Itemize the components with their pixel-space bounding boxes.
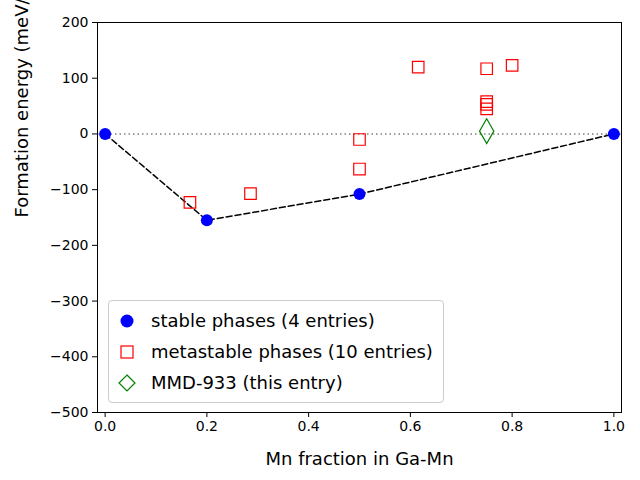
svg-text:100: 100 <box>62 70 89 86</box>
svg-text:Formation energy (meV/atom): Formation energy (meV/atom) <box>11 0 32 218</box>
svg-text:0.8: 0.8 <box>501 418 523 434</box>
html-text:MMD-933 (this entry): MMD-933 (this entry) <box>151 372 343 393</box>
svg-text:−100: −100 <box>50 181 88 197</box>
svg-text:0.2: 0.2 <box>196 418 218 434</box>
svg-text:0.0: 0.0 <box>94 418 116 434</box>
svg-text:−400: −400 <box>50 348 88 364</box>
svg-text:200: 200 <box>62 14 89 30</box>
svg-text:Mn fraction in Ga-Mn: Mn fraction in Ga-Mn <box>265 448 453 469</box>
svg-text:1.0: 1.0 <box>603 418 625 434</box>
svg-text:0.4: 0.4 <box>297 418 319 434</box>
svg-text:0: 0 <box>80 125 89 141</box>
svg-text:−500: −500 <box>50 404 88 420</box>
svg-text:−200: −200 <box>50 237 88 253</box>
html-text:stable phases (4 entries): stable phases (4 entries) <box>151 310 375 331</box>
svg-text:0.6: 0.6 <box>399 418 421 434</box>
svg-text:−300: −300 <box>50 293 88 309</box>
html-text:metastable phases (10 entries): metastable phases (10 entries) <box>151 341 433 362</box>
